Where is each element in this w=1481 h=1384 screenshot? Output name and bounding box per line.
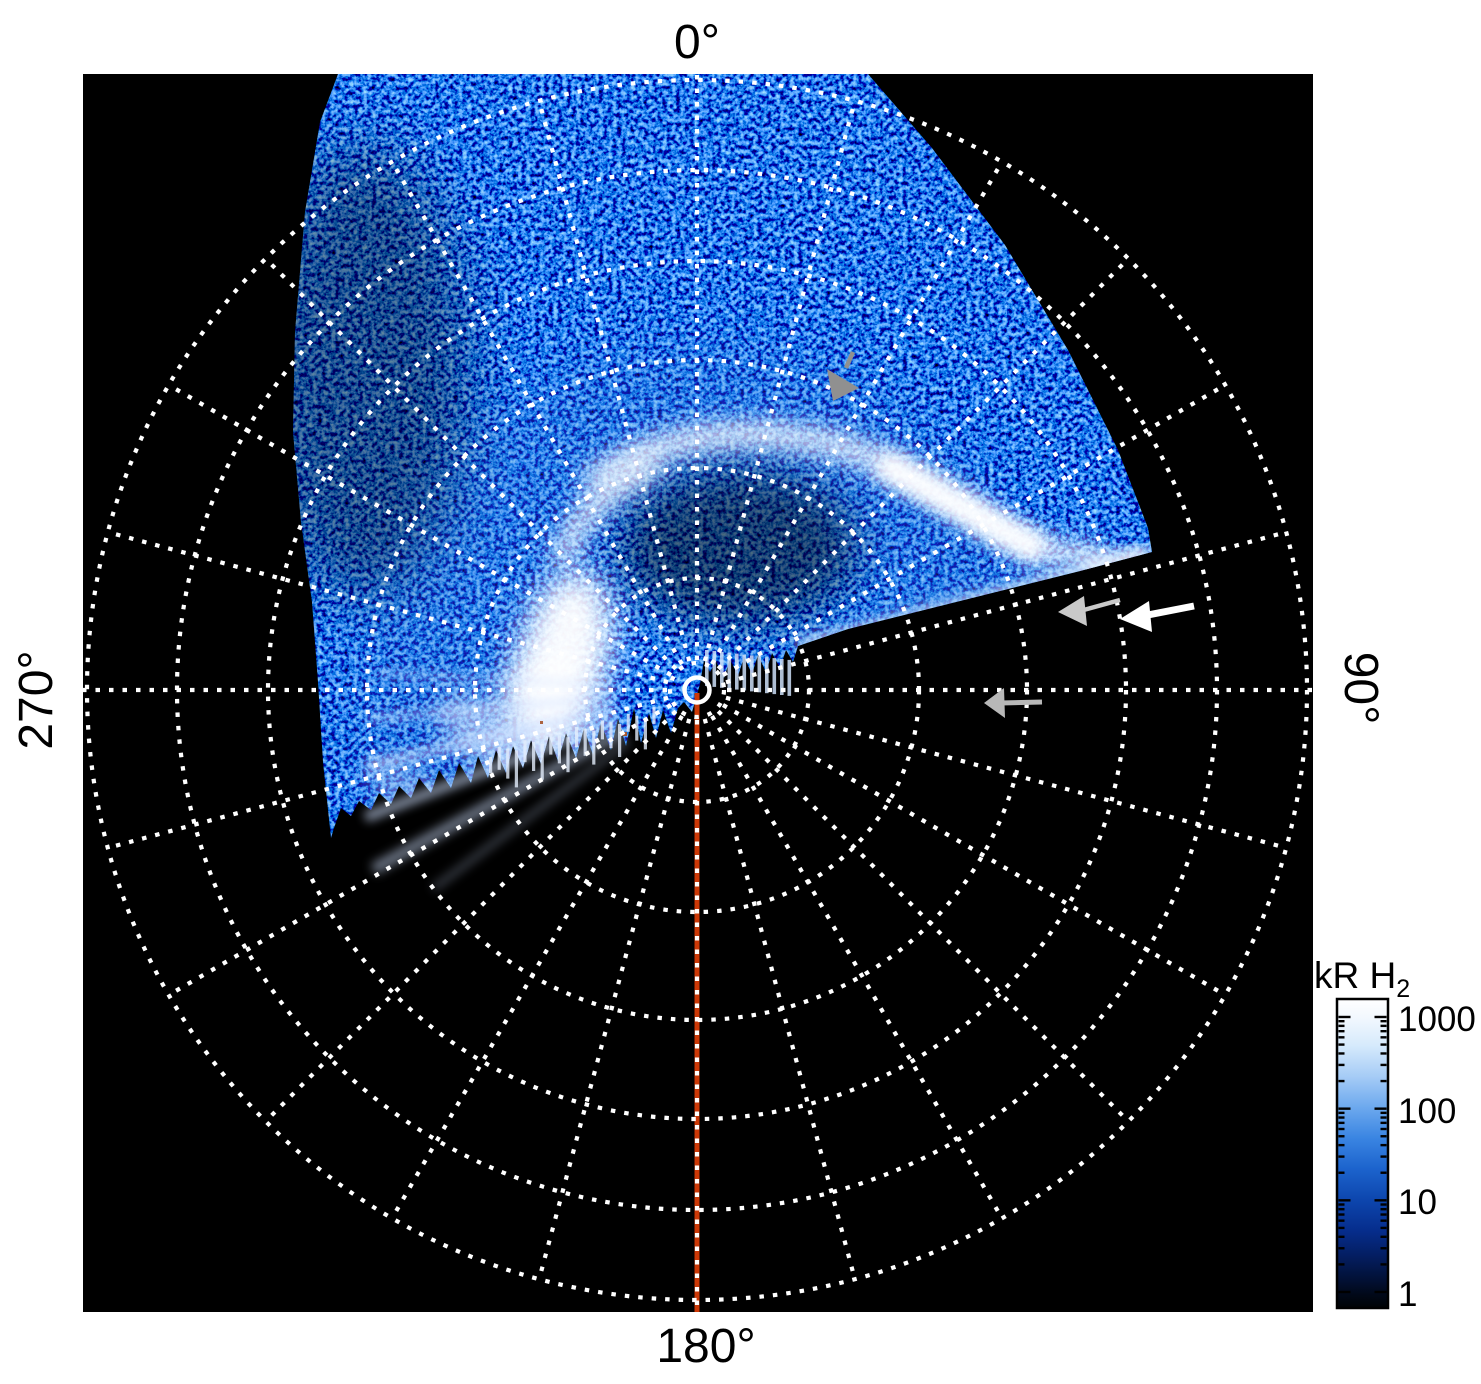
comb-tooth <box>626 713 630 732</box>
comb-tooth <box>735 653 739 690</box>
grid-radial-line <box>710 714 1004 1220</box>
grid-radial-line <box>107 530 669 685</box>
grid-circle <box>84 77 1310 1303</box>
angle-label-right: 90° <box>1334 652 1387 725</box>
grid-radial-line <box>716 257 1130 671</box>
white-arrow-head <box>1120 601 1152 632</box>
comb-tooth <box>592 730 596 765</box>
dayglow-edge-bright-tip <box>1084 545 1152 573</box>
grid-radial-line <box>702 100 857 662</box>
grid-radial-line <box>725 695 1287 850</box>
white-arrow <box>1120 601 1195 632</box>
colorbar-title-main: kR H <box>1314 955 1396 996</box>
gray-arrow-1 <box>827 351 859 401</box>
polar-grid <box>83 74 1313 1312</box>
dark-polar-cap <box>620 470 856 626</box>
gray-arrow-2-head <box>1058 596 1087 626</box>
radial-streak <box>364 703 616 773</box>
pole-marker-ring <box>682 675 712 705</box>
auroral-arc-bright-segment <box>872 448 1049 565</box>
grid-radial-line <box>264 709 678 1123</box>
comb-tooth <box>489 757 493 773</box>
grid-radial-line <box>390 160 684 666</box>
comb-tooth <box>523 740 527 763</box>
gray-arrow-1-head <box>827 369 859 401</box>
comb-tooth <box>727 652 732 689</box>
grid-radial-line <box>390 714 684 1220</box>
comb-tooth <box>583 728 587 756</box>
grid-radial-line <box>710 160 1004 666</box>
comb-tooth <box>575 727 579 747</box>
grid-radial-line <box>721 703 1227 997</box>
comb-tooth <box>557 735 561 764</box>
radial-streak <box>370 725 626 875</box>
comb-tooth <box>742 654 747 691</box>
colorbar-title: kR H2 <box>1314 955 1410 1003</box>
radial-streak <box>431 737 632 892</box>
white-arrow-shaft <box>1142 602 1195 620</box>
comb-tooth <box>549 733 553 755</box>
comb-tooth <box>787 659 792 696</box>
comb-tooth <box>600 720 604 740</box>
gray-arrow-3-shaft <box>999 699 1043 706</box>
comb-tooth <box>532 742 536 771</box>
gray-arrow-2-shaft <box>1079 597 1121 614</box>
comb-tooth <box>757 656 762 693</box>
hot-pixel-artifact-2 <box>540 721 543 724</box>
gray-arrow-2 <box>1058 596 1121 626</box>
comb-tooth <box>772 658 777 695</box>
colorbar-tick-label-10: 10 <box>1398 1183 1437 1222</box>
colorbar: kR H2 1000 100 10 1 <box>1314 955 1476 1314</box>
comb-tooth <box>497 746 501 770</box>
colorbar-gradient <box>1335 997 1390 1310</box>
comb-tooth <box>609 722 613 749</box>
comb-tooth <box>618 724 622 757</box>
comb-tooth <box>566 737 570 773</box>
comb-tooth <box>780 659 784 695</box>
comb-tooth <box>720 651 724 688</box>
colorbar-tick-label-100: 100 <box>1398 1092 1456 1131</box>
gray-arrow-1-shaft <box>843 351 856 369</box>
grid-radial-line <box>537 718 692 1280</box>
angle-label-top: 0° <box>674 16 720 69</box>
dark-wash-upper-left <box>293 147 467 597</box>
comb-tooth <box>635 715 639 741</box>
colorbar-tick-label-1: 1 <box>1398 1275 1417 1314</box>
comb-tooth <box>765 657 769 694</box>
comb-tooth <box>705 650 709 686</box>
hot-pixel-artifact-1 <box>623 732 627 736</box>
comb-tooth <box>712 650 717 687</box>
radial-streak <box>377 669 613 690</box>
angle-label-left: 270° <box>10 650 63 749</box>
grid-radial-line <box>107 695 669 850</box>
grid-radial-line <box>264 257 678 671</box>
grid-circle <box>667 660 727 720</box>
grid-circle <box>265 258 1129 1122</box>
colorbar-title-subscript: 2 <box>1396 975 1410 1003</box>
comb-tooth <box>506 748 510 779</box>
grid-radial-line <box>721 383 1227 677</box>
auroral-arc-left-fragment <box>549 453 663 567</box>
radial-streak <box>367 692 613 724</box>
gray-arrow-3-head <box>984 688 1005 718</box>
grid-radial-line <box>725 530 1287 685</box>
comb-tooth <box>643 717 647 750</box>
comb-tooth <box>652 707 656 725</box>
gray-arrow-3 <box>984 688 1043 718</box>
grid-radial-line <box>167 383 673 677</box>
comb-tooth <box>540 743 544 780</box>
colorbar-ticks <box>1338 1015 1387 1294</box>
grid-radial-line <box>716 709 1130 1123</box>
colorbar-tick-label-1000: 1000 <box>1398 1000 1476 1039</box>
grid-radial-line <box>167 703 673 997</box>
angle-label-bottom: 180° <box>656 1320 755 1373</box>
grid-radial-line <box>537 100 692 662</box>
grid-radial-line <box>702 718 857 1280</box>
comb-tooth <box>514 750 518 788</box>
